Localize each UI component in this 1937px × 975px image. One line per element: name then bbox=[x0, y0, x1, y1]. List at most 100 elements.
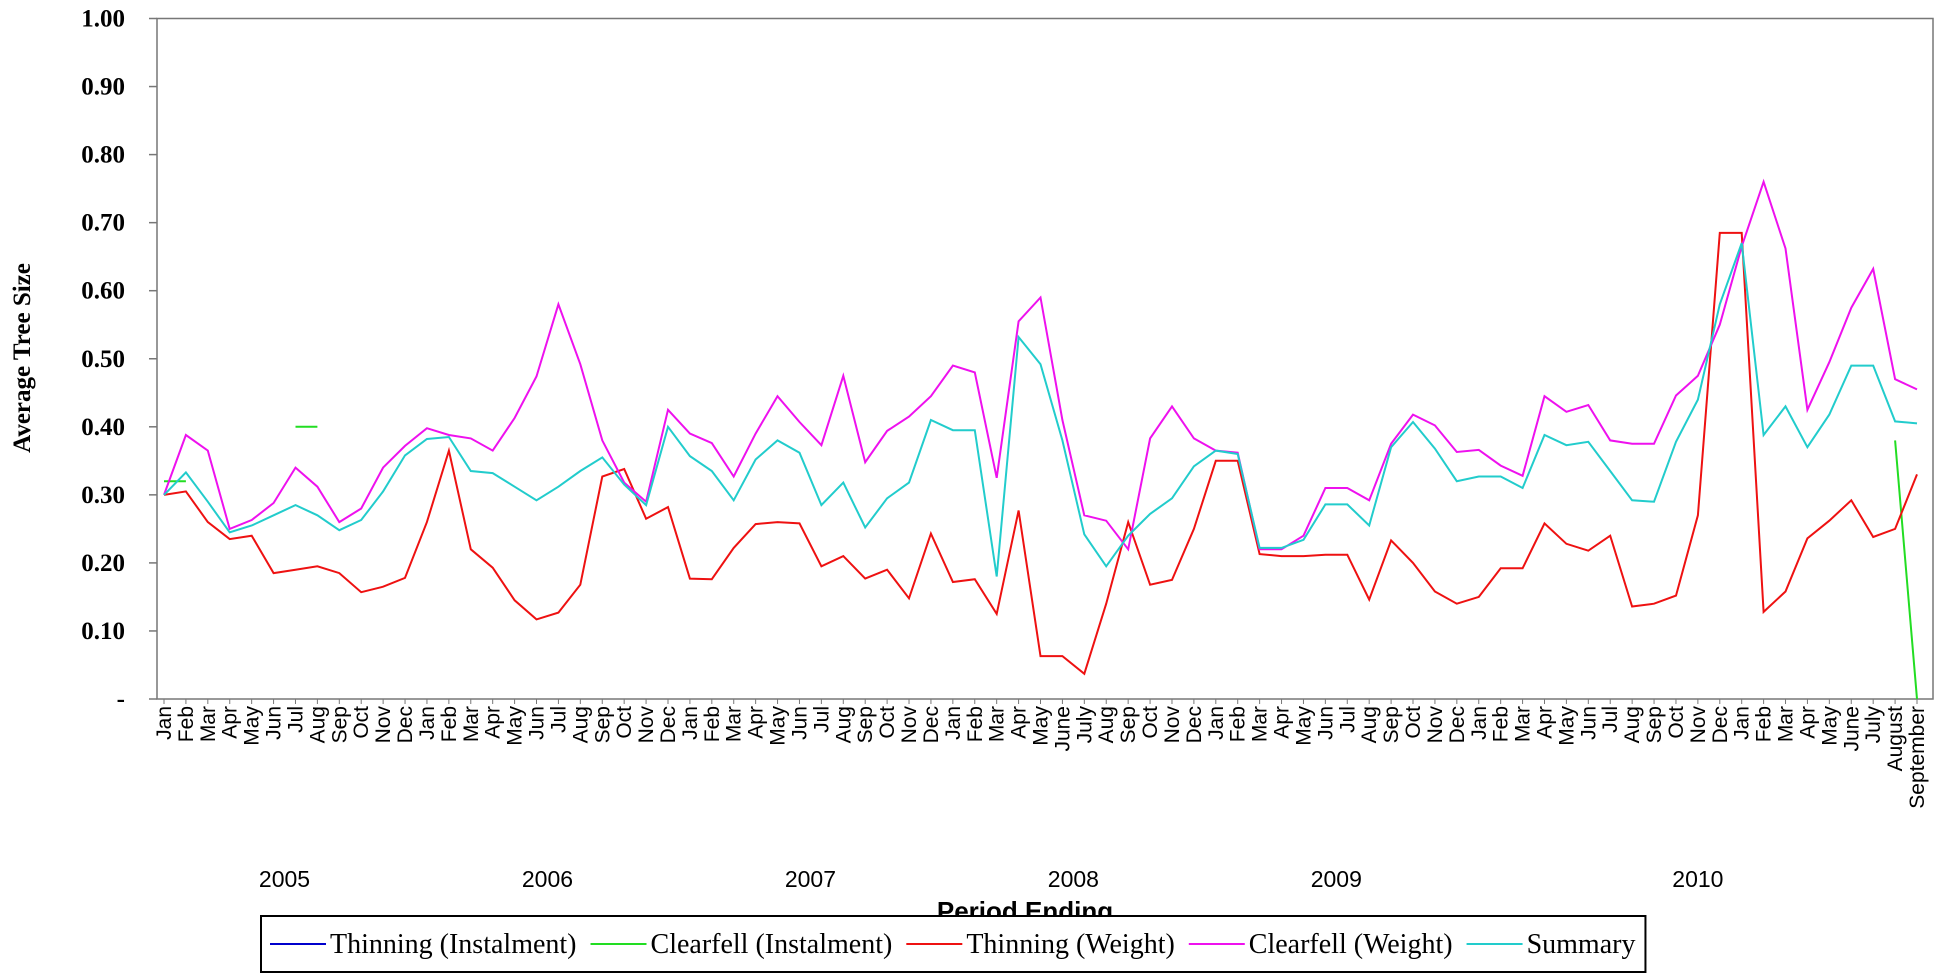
x-tick-label: Nov bbox=[1687, 706, 1710, 744]
x-tick-label: Oct bbox=[613, 706, 636, 739]
x-group-label: 2006 bbox=[522, 866, 573, 892]
y-tick-label: 0.30 bbox=[81, 482, 125, 509]
x-tick-label: Nov bbox=[1161, 706, 1184, 744]
x-tick-label: Jul bbox=[810, 706, 833, 733]
x-tick-label: Mar bbox=[986, 706, 1009, 742]
x-tick-label: Jan bbox=[1205, 706, 1228, 740]
x-tick-label: Jun bbox=[526, 706, 549, 740]
x-tick-label: Jul bbox=[1336, 706, 1359, 733]
x-tick-label: Apr bbox=[482, 706, 505, 739]
y-tick-label: 0.40 bbox=[81, 414, 125, 441]
x-group-label: 2009 bbox=[1311, 866, 1362, 892]
y-tick-label: 0.20 bbox=[81, 550, 125, 577]
x-tick-label: Oct bbox=[1402, 706, 1425, 739]
y-axis-title: Average Tree Size bbox=[9, 263, 36, 453]
y-tick-label: 0.70 bbox=[81, 210, 125, 237]
x-tick-label: Nov bbox=[1424, 706, 1447, 744]
x-tick-label: Aug bbox=[1358, 706, 1381, 743]
x-tick-label: Sep bbox=[1117, 706, 1140, 743]
x-tick-label: Jun bbox=[1314, 706, 1337, 740]
x-tick-label: Jul bbox=[284, 706, 307, 733]
x-tick-label: Feb bbox=[1227, 706, 1250, 742]
series-line bbox=[164, 425, 1918, 700]
x-tick-label: Jan bbox=[1468, 706, 1491, 740]
x-tick-label: Jan bbox=[942, 706, 965, 740]
x-tick-label: Mar bbox=[460, 706, 483, 742]
x-tick-label: Mar bbox=[723, 706, 746, 742]
x-tick-label: Feb bbox=[1753, 706, 1776, 742]
y-tick-label: 0.90 bbox=[81, 74, 125, 101]
series-line bbox=[163, 242, 1918, 577]
x-tick-label: Aug bbox=[569, 706, 592, 743]
x-tick-label: May bbox=[1818, 706, 1841, 746]
x-tick-label: Jun bbox=[1577, 706, 1600, 740]
y-tick-label: 0.10 bbox=[81, 618, 125, 645]
x-tick-label: August bbox=[1884, 706, 1907, 772]
x-tick-label: Jul bbox=[1599, 706, 1622, 733]
x-tick-label: June bbox=[1840, 706, 1863, 752]
x-tick-label: Dec bbox=[394, 706, 417, 743]
x-tick-label: Oct bbox=[350, 706, 373, 739]
x-tick-label: Sep bbox=[328, 706, 351, 743]
x-tick-label: Jan bbox=[679, 706, 702, 740]
x-tick-label: Jun bbox=[263, 706, 286, 740]
x-tick-label: Feb bbox=[701, 706, 724, 742]
legend-label: Clearfell (Weight) bbox=[1249, 929, 1453, 960]
x-tick-label: Dec bbox=[1709, 706, 1732, 743]
legend-label: Thinning (Instalment) bbox=[330, 929, 577, 960]
x-tick-label: Apr bbox=[1008, 706, 1031, 739]
legend-label: Clearfell (Instalment) bbox=[651, 929, 893, 960]
x-tick-label: Jul bbox=[547, 706, 570, 733]
x-tick-label: May bbox=[1030, 706, 1053, 746]
x-tick-label: Aug bbox=[306, 706, 329, 743]
x-tick-label: July bbox=[1862, 706, 1885, 744]
x-tick-label: Mar bbox=[1775, 706, 1798, 742]
legend: Thinning (Instalment) Clearfell (Instalme… bbox=[260, 915, 1647, 973]
y-tick-label: 0.60 bbox=[81, 278, 125, 305]
x-tick-label: Feb bbox=[964, 706, 987, 742]
x-tick-label: Oct bbox=[1139, 706, 1162, 739]
x-tick-label: Aug bbox=[1095, 706, 1118, 743]
x-tick-label: Jan bbox=[1731, 706, 1754, 740]
x-tick-label: Aug bbox=[1621, 706, 1644, 743]
x-tick-label: Jun bbox=[788, 706, 811, 740]
x-tick-label: Feb bbox=[438, 706, 461, 742]
y-tick-label: 0.50 bbox=[81, 346, 125, 373]
x-tick-label: Mar bbox=[197, 706, 220, 742]
x-tick-label: Oct bbox=[876, 706, 899, 739]
x-tick-label: Nov bbox=[898, 706, 921, 744]
x-tick-label: Aug bbox=[832, 706, 855, 743]
y-tick-label: 0.80 bbox=[81, 142, 125, 169]
x-tick-label: Sep bbox=[1643, 706, 1666, 743]
x-tick-label: Dec bbox=[1446, 706, 1469, 743]
x-group-label: 2007 bbox=[785, 866, 836, 892]
x-tick-label: Sep bbox=[591, 706, 614, 743]
x-tick-label: May bbox=[1292, 706, 1315, 746]
x-tick-label: Apr bbox=[1796, 706, 1819, 739]
legend-label: Summary bbox=[1527, 929, 1636, 960]
x-tick-label: Jan bbox=[153, 706, 176, 740]
x-tick-label: July bbox=[1073, 706, 1096, 744]
legend-label: Thinning (Weight) bbox=[966, 929, 1174, 960]
x-tick-label: Sep bbox=[854, 706, 877, 743]
plot-frame bbox=[156, 17, 1934, 700]
x-tick-label: Feb bbox=[1490, 706, 1513, 742]
x-tick-label: May bbox=[1555, 706, 1578, 746]
x-tick-label: Nov bbox=[635, 706, 658, 744]
x-group-label: 2010 bbox=[1672, 866, 1723, 892]
series-line bbox=[163, 178, 1918, 552]
x-tick-label: Nov bbox=[372, 706, 395, 744]
x-tick-label: Oct bbox=[1665, 706, 1688, 739]
x-tick-label: Mar bbox=[1512, 706, 1535, 742]
x-tick-label: Dec bbox=[657, 706, 680, 743]
x-tick-label: Apr bbox=[1533, 706, 1556, 739]
y-tick-label: 1.00 bbox=[81, 6, 125, 33]
series-line bbox=[163, 231, 1918, 676]
x-tick-label: May bbox=[767, 706, 790, 746]
x-tick-label: May bbox=[241, 706, 264, 746]
x-tick-label: Apr bbox=[1271, 706, 1294, 739]
y-tick-label: - bbox=[117, 686, 125, 713]
x-tick-label: Apr bbox=[219, 706, 242, 739]
x-tick-label: Apr bbox=[745, 706, 768, 739]
